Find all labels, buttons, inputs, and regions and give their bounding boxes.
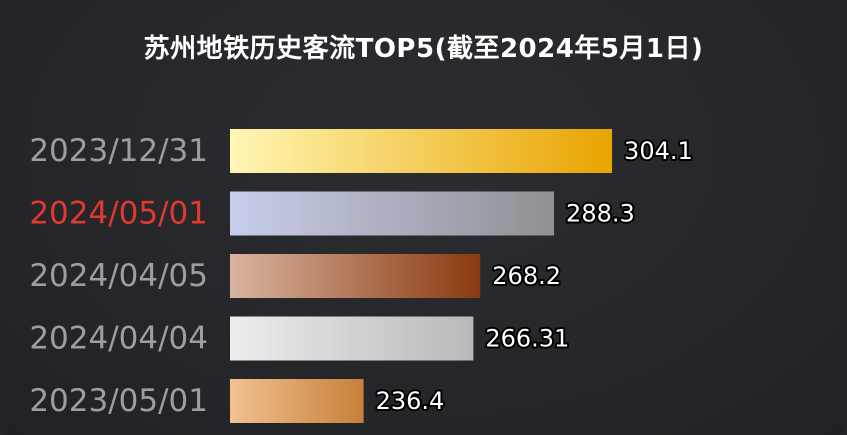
bar [230, 129, 613, 173]
value-label: 288.3 [566, 200, 635, 228]
bar [230, 316, 474, 361]
category-label: 2023/05/01 [29, 383, 208, 419]
chart-title: 苏州地铁历史客流TOP5(截至2024年5月1日) [143, 34, 704, 64]
value-label: 266.31 [485, 325, 569, 353]
bar [230, 254, 481, 298]
category-label: 2023/12/31 [29, 133, 208, 169]
value-label: 268.2 [492, 262, 561, 290]
bar [230, 379, 364, 423]
category-label: 2024/04/04 [29, 321, 208, 357]
category-label: 2024/04/05 [29, 258, 208, 294]
bar [230, 191, 555, 236]
value-label: 304.1 [624, 137, 693, 165]
category-label: 2024/05/01 [29, 196, 208, 232]
value-label: 236.4 [376, 387, 445, 415]
